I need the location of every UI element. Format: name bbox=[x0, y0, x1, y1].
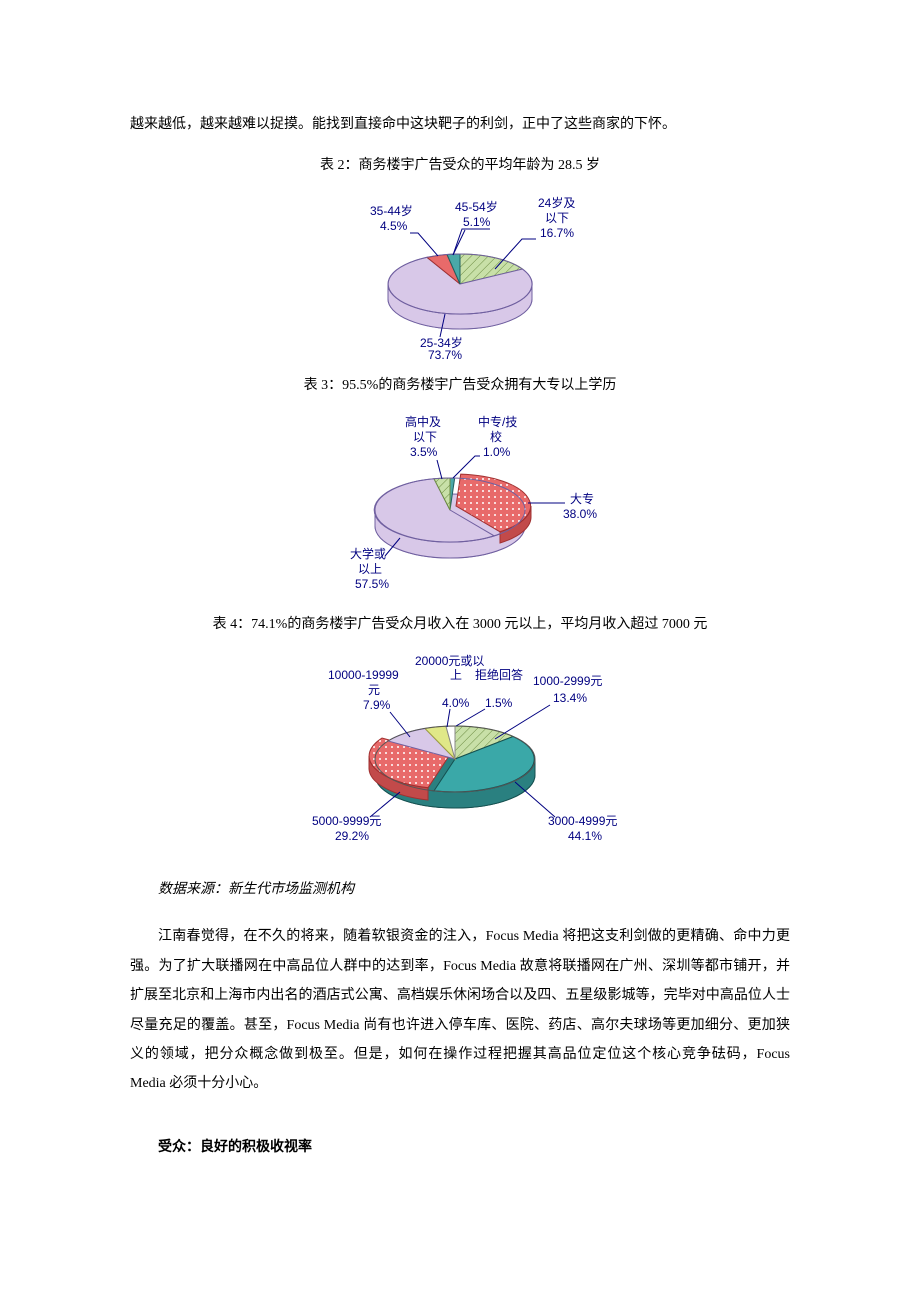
chart2-caption: 表 2：商务楼宇广告受众的平均年龄为 28.5 岁 bbox=[130, 153, 790, 178]
c2-lbl-3544-1: 35-44岁 bbox=[370, 203, 413, 218]
c3-lbl-zz-2: 校 bbox=[490, 429, 502, 444]
section-title: 受众：良好的积极收视率 bbox=[130, 1133, 790, 1162]
intro-paragraph: 越来越低，越来越难以捉摸。能找到直接命中这块靶子的利剑，正中了这些商家的下怀。 bbox=[130, 110, 790, 139]
data-source: 数据来源：新生代市场监测机构 bbox=[130, 875, 790, 904]
chart3-pie: 高中及 以下 3.5% 中专/技 校 1.0% 大专 38.0% 大学或 以上 … bbox=[280, 408, 640, 598]
c2-lbl-3544-v: 4.5% bbox=[380, 219, 408, 233]
c3-lbl-zz-1: 中专/技 bbox=[478, 414, 517, 429]
c4-lbl-20000-2: 上 bbox=[450, 668, 462, 682]
c2-lbl-24under-1: 24岁及 bbox=[538, 195, 575, 210]
chart4-caption: 表 4：74.1%的商务楼宇广告受众月收入在 3000 元以上，平均月收入超过 … bbox=[130, 612, 790, 637]
c2-lbl-4554-v: 5.1% bbox=[463, 215, 491, 229]
c2-lbl-24under-2: 以下 bbox=[545, 211, 569, 225]
c2-lbl-24under-v: 16.7% bbox=[540, 226, 574, 240]
c3-lbl-dz-1: 大专 bbox=[570, 491, 594, 506]
c4-lbl-3000-v: 44.1% bbox=[568, 829, 602, 843]
c4-lbl-10000-v: 7.9% bbox=[363, 698, 391, 712]
chart3-wrap: 高中及 以下 3.5% 中专/技 校 1.0% 大专 38.0% 大学或 以上 … bbox=[130, 408, 790, 598]
c4-lbl-3000-1: 3000-4999元 bbox=[548, 814, 617, 828]
c4-lbl-refuse-1: 拒绝回答 bbox=[475, 667, 523, 682]
c3-lbl-dz-v: 38.0% bbox=[563, 507, 597, 521]
c4-lbl-1000-1: 1000-2999元 bbox=[533, 674, 602, 688]
c3-lbl-dx-2: 以上 bbox=[358, 562, 382, 576]
c4-lbl-10000-1: 10000-19999 bbox=[328, 668, 399, 682]
c4-lbl-10000-2: 元 bbox=[368, 683, 380, 697]
chart3-caption: 表 3：95.5%的商务楼宇广告受众拥有大专以上学历 bbox=[130, 373, 790, 398]
svg-text:73.7%: 73.7% bbox=[428, 348, 462, 359]
c2-lbl-4554-1: 45-54岁 bbox=[455, 199, 498, 214]
c3-lbl-gz-v: 3.5% bbox=[410, 445, 438, 459]
body-paragraph: 江南春觉得，在不久的将来，随着软银资金的注入，Focus Media 将把这支利… bbox=[130, 922, 790, 1098]
c3-lbl-gz-2: 以下 bbox=[413, 430, 437, 444]
chart4-pie: 20000元或以 上 4.0% 10000-19999 元 7.9% 拒绝回答 … bbox=[250, 647, 670, 847]
c4-lbl-20000-1: 20000元或以 bbox=[415, 654, 484, 668]
chart2-pie: 24岁及 以下 16.7% 45-54岁 5.1% 35-44岁 4.5% 25… bbox=[290, 189, 630, 359]
c4-lbl-1000-v: 13.4% bbox=[553, 691, 587, 705]
c4-lbl-5000-v: 29.2% bbox=[335, 829, 369, 843]
c3-lbl-dx-1: 大学或 bbox=[350, 546, 386, 561]
c4-lbl-refuse-v: 1.5% bbox=[485, 696, 513, 710]
chart4-wrap: 20000元或以 上 4.0% 10000-19999 元 7.9% 拒绝回答 … bbox=[130, 647, 790, 847]
c4-lbl-20000-v: 4.0% bbox=[442, 696, 470, 710]
c3-lbl-zz-v: 1.0% bbox=[483, 445, 511, 459]
c3-lbl-dx-v: 57.5% bbox=[355, 577, 389, 591]
chart2-wrap: 24岁及 以下 16.7% 45-54岁 5.1% 35-44岁 4.5% 25… bbox=[130, 189, 790, 359]
c3-lbl-gz-1: 高中及 bbox=[405, 414, 441, 429]
